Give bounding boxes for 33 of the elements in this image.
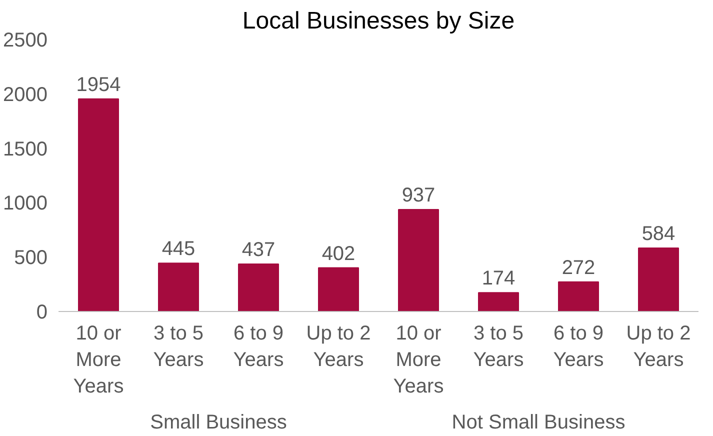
y-tick-label: 1000 [3,192,48,215]
x-tick-label: 6 to 9 Years [233,322,284,371]
data-label: 272 [562,256,596,279]
bar [558,281,599,312]
y-tick-label: 500 [14,247,48,270]
y-tick-label: 0 [36,302,48,324]
bar [158,262,199,312]
text: Small Business [150,412,287,434]
data-label: 937 [402,184,436,207]
x-tick-label: Up to 2 Years [306,322,371,371]
data-label: 402 [322,242,356,265]
x-tick-label: 10 or More Years [393,322,444,398]
bar [318,267,359,312]
bar [238,263,279,312]
data-label: 1954 [76,74,121,96]
bar [478,292,519,312]
y-tick-label: 2000 [3,84,48,106]
data-label: 174 [482,268,516,290]
data-label: 584 [642,222,676,245]
y-tick-label: 2500 [3,30,48,52]
x-tick-label: 6 to 9 Years [553,322,604,371]
data-label: 445 [162,238,196,260]
bar [78,98,119,312]
x-tick-label: 3 to 5 Years [473,322,524,371]
y-tick-label: 1500 [3,138,48,160]
bar [638,247,679,312]
x-tick-label: 10 or More Years [73,322,124,398]
bar [398,209,439,312]
x-tick-label: Up to 2 Years [626,322,691,371]
x-tick-label: 3 to 5 Years [153,322,204,371]
chart-title: Local Businesses by Size [242,8,515,34]
text: Not Small Business [452,412,626,434]
data-label: 437 [242,238,276,261]
